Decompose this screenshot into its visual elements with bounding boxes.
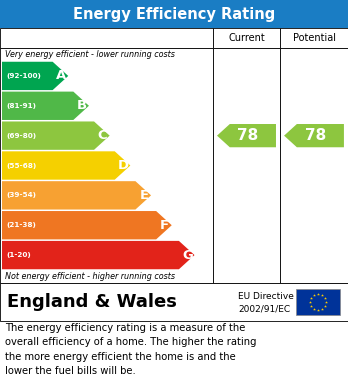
Text: Not energy efficient - higher running costs: Not energy efficient - higher running co…	[5, 272, 175, 281]
Text: Energy Efficiency Rating: Energy Efficiency Rating	[73, 7, 275, 22]
Polygon shape	[284, 124, 344, 147]
Text: 2002/91/EC: 2002/91/EC	[238, 304, 290, 313]
Polygon shape	[2, 211, 172, 239]
Text: (55-68): (55-68)	[6, 163, 36, 169]
Text: E: E	[140, 189, 149, 202]
Text: EU Directive: EU Directive	[238, 292, 294, 301]
Bar	[213, 28, 280, 48]
Text: (21-38): (21-38)	[6, 222, 36, 228]
Polygon shape	[2, 91, 89, 120]
Bar	[213, 48, 280, 283]
Text: (1-20): (1-20)	[6, 252, 31, 258]
Text: D: D	[118, 159, 129, 172]
Text: (81-91): (81-91)	[6, 103, 36, 109]
Polygon shape	[2, 122, 110, 150]
Text: F: F	[160, 219, 169, 232]
Bar	[0, 28, 213, 48]
Text: The energy efficiency rating is a measure of the
overall efficiency of a home. T: The energy efficiency rating is a measur…	[5, 323, 256, 376]
Bar	[0, 283, 348, 321]
Bar	[0, 0, 348, 28]
Text: Current: Current	[228, 33, 265, 43]
Polygon shape	[2, 62, 68, 90]
Text: A: A	[56, 70, 66, 83]
Text: Very energy efficient - lower running costs: Very energy efficient - lower running co…	[5, 50, 175, 59]
Bar	[296, 289, 340, 315]
Text: B: B	[77, 99, 87, 112]
Polygon shape	[2, 151, 130, 180]
Bar	[280, 28, 348, 48]
Text: England & Wales: England & Wales	[7, 293, 177, 311]
Bar	[0, 48, 213, 283]
Text: G: G	[182, 249, 193, 262]
Text: (92-100): (92-100)	[6, 73, 41, 79]
Polygon shape	[217, 124, 276, 147]
Text: 78: 78	[304, 128, 326, 143]
Text: C: C	[98, 129, 108, 142]
Text: (39-54): (39-54)	[6, 192, 36, 198]
Text: (69-80): (69-80)	[6, 133, 36, 139]
Bar	[280, 48, 348, 283]
Text: 78: 78	[237, 128, 259, 143]
Polygon shape	[2, 241, 195, 269]
Text: Potential: Potential	[293, 33, 335, 43]
Polygon shape	[2, 181, 151, 210]
